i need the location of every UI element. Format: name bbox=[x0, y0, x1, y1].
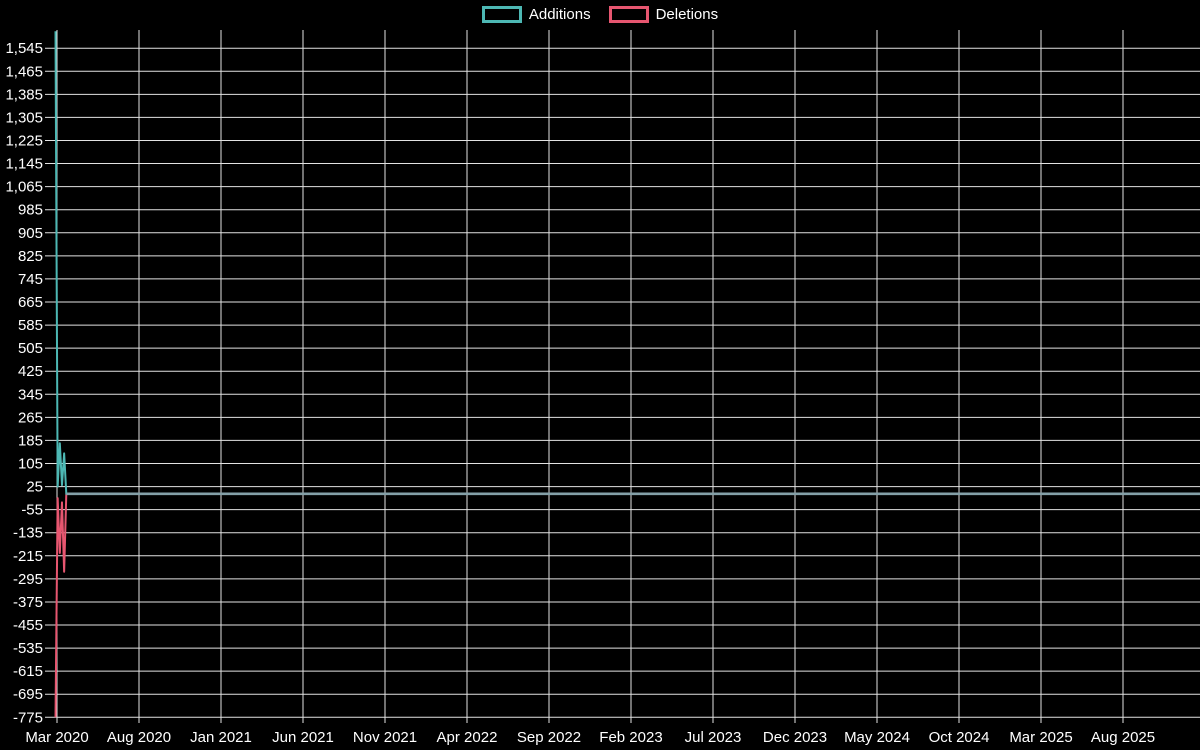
x-axis-tick-label: Jul 2023 bbox=[685, 729, 742, 746]
chart-legend: Additions Deletions bbox=[0, 6, 1200, 23]
deletions-legend-swatch bbox=[608, 6, 649, 23]
y-axis-tick-label: 905 bbox=[18, 225, 43, 242]
additions-legend-swatch bbox=[481, 6, 522, 23]
additions-line bbox=[54, 31, 1200, 495]
y-axis-tick-label: -55 bbox=[21, 502, 43, 519]
x-axis-tick-label: Sep 2022 bbox=[517, 729, 581, 746]
y-axis-tick-label: 585 bbox=[18, 317, 43, 334]
y-axis-tick-label: -695 bbox=[13, 686, 43, 703]
legend-label: Deletions bbox=[655, 6, 719, 23]
y-axis-tick-label: -135 bbox=[13, 525, 43, 542]
y-axis-tick-label: -615 bbox=[13, 663, 43, 680]
x-axis-tick-label: Mar 2025 bbox=[1009, 729, 1072, 746]
y-axis-tick-label: 425 bbox=[18, 363, 43, 380]
y-axis-tick-label: 1,545 bbox=[5, 40, 43, 57]
x-axis-tick-label: Apr 2022 bbox=[437, 729, 498, 746]
x-axis-tick-label: Nov 2021 bbox=[353, 729, 417, 746]
x-axis-tick-label: Jun 2021 bbox=[272, 729, 334, 746]
legend-label: Additions bbox=[528, 6, 591, 23]
x-axis-tick-label: Mar 2020 bbox=[25, 729, 88, 746]
y-axis-tick-label: 1,305 bbox=[5, 109, 43, 126]
y-axis-tick-label: -215 bbox=[13, 548, 43, 565]
y-axis-tick-label: -375 bbox=[13, 594, 43, 611]
x-axis-tick-label: May 2024 bbox=[844, 729, 910, 746]
x-axis-tick-label: Oct 2024 bbox=[929, 729, 990, 746]
y-axis-tick-label: 665 bbox=[18, 294, 43, 311]
y-axis-tick-label: 1,225 bbox=[5, 132, 43, 149]
x-axis-tick-label: Aug 2020 bbox=[107, 729, 171, 746]
y-axis-tick-label: 745 bbox=[18, 271, 43, 288]
y-axis-tick-label: 185 bbox=[18, 432, 43, 449]
y-axis-tick-label: 1,065 bbox=[5, 179, 43, 196]
y-axis-tick-label: 345 bbox=[18, 386, 43, 403]
y-axis-tick-label: 825 bbox=[18, 248, 43, 265]
y-axis-tick-label: -775 bbox=[13, 709, 43, 726]
y-axis-tick-label: -535 bbox=[13, 640, 43, 657]
y-axis-tick-label: -455 bbox=[13, 617, 43, 634]
legend-item-additions[interactable]: Additions bbox=[481, 6, 591, 23]
x-axis-tick-label: Jan 2021 bbox=[190, 729, 252, 746]
legend-item-deletions[interactable]: Deletions bbox=[608, 6, 719, 23]
y-axis-tick-label: 1,145 bbox=[5, 156, 43, 173]
deletions-line bbox=[54, 492, 1200, 718]
x-axis-tick-label: Dec 2023 bbox=[763, 729, 827, 746]
x-axis-tick-label: Feb 2023 bbox=[599, 729, 662, 746]
y-axis-tick-label: -295 bbox=[13, 571, 43, 588]
y-axis-tick-label: 25 bbox=[26, 479, 43, 496]
x-axis-tick-label: Aug 2025 bbox=[1091, 729, 1155, 746]
y-axis-tick-label: 1,465 bbox=[5, 63, 43, 80]
y-axis-tick-label: 505 bbox=[18, 340, 43, 357]
y-axis-tick-label: 1,385 bbox=[5, 86, 43, 103]
y-axis-tick-label: 985 bbox=[18, 202, 43, 219]
y-axis-tick-label: 265 bbox=[18, 409, 43, 426]
y-axis-tick-label: 105 bbox=[18, 456, 43, 473]
